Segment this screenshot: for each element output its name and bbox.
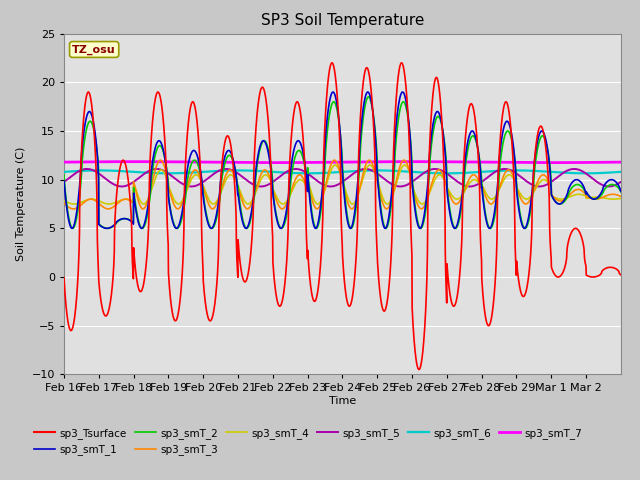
sp3_smT_1 — [116, 217, 124, 223]
sp3_smT_1 — [236, 205, 244, 211]
sp3_smT_5 — [609, 183, 617, 189]
X-axis label: Time: Time — [329, 396, 356, 406]
sp3_smT_3 — [400, 157, 408, 163]
Y-axis label: Soil Temperature (C): Soil Temperature (C) — [16, 147, 26, 261]
sp3_Tsurface — [397, 60, 405, 66]
sp3_smT_4 — [236, 188, 244, 194]
sp3_smT_4 — [70, 201, 78, 207]
Line: sp3_smT_5: sp3_smT_5 — [64, 169, 621, 186]
sp3_smT_3 — [70, 206, 77, 212]
sp3_smT_6 — [116, 168, 124, 174]
sp3_smT_7 — [609, 159, 617, 165]
sp3_smT_5 — [116, 183, 124, 189]
sp3_smT_4 — [542, 178, 550, 183]
sp3_smT_1 — [329, 89, 337, 95]
sp3_Tsurface — [415, 367, 423, 372]
sp3_smT_1 — [542, 137, 550, 143]
sp3_smT_5 — [60, 179, 68, 185]
sp3_Tsurface — [617, 272, 625, 278]
sp3_smT_6 — [542, 168, 550, 174]
sp3_smT_1 — [609, 177, 617, 183]
sp3_smT_2 — [236, 201, 244, 206]
sp3_smT_2 — [69, 226, 77, 231]
sp3_smT_4 — [609, 196, 617, 202]
sp3_Tsurface — [511, 194, 518, 200]
sp3_smT_6 — [510, 168, 518, 173]
sp3_smT_5 — [236, 172, 244, 178]
sp3_smT_5 — [376, 172, 383, 178]
Line: sp3_smT_6: sp3_smT_6 — [64, 170, 621, 173]
sp3_smT_1 — [376, 204, 384, 210]
Line: sp3_smT_4: sp3_smT_4 — [64, 165, 621, 204]
sp3_smT_2 — [609, 182, 617, 188]
sp3_smT_2 — [542, 139, 550, 144]
sp3_smT_1 — [511, 153, 518, 158]
sp3_smT_4 — [116, 198, 124, 204]
sp3_smT_1 — [617, 188, 625, 194]
sp3_smT_2 — [511, 154, 518, 159]
sp3_Tsurface — [542, 145, 550, 151]
sp3_smT_3 — [376, 191, 384, 196]
sp3_smT_5 — [541, 182, 549, 188]
sp3_Tsurface — [60, 275, 68, 280]
sp3_smT_7 — [236, 160, 244, 166]
Line: sp3_smT_1: sp3_smT_1 — [64, 92, 621, 228]
sp3_smT_7 — [617, 159, 625, 165]
Line: sp3_smT_7: sp3_smT_7 — [64, 162, 621, 163]
sp3_smT_6 — [609, 169, 617, 175]
sp3_smT_5 — [617, 179, 625, 185]
sp3_smT_1 — [60, 178, 68, 184]
sp3_smT_3 — [511, 176, 518, 182]
Line: sp3_smT_3: sp3_smT_3 — [64, 160, 621, 209]
sp3_smT_6 — [236, 168, 244, 173]
sp3_smT_7 — [130, 159, 138, 165]
Line: sp3_Tsurface: sp3_Tsurface — [64, 63, 621, 370]
sp3_smT_7 — [510, 159, 518, 165]
sp3_smT_2 — [376, 200, 384, 205]
sp3_smT_6 — [95, 168, 102, 173]
sp3_Tsurface — [376, 288, 383, 294]
sp3_smT_2 — [365, 94, 372, 100]
sp3_smT_4 — [60, 198, 68, 204]
sp3_smT_7 — [376, 159, 384, 165]
sp3_smT_5 — [510, 169, 518, 175]
sp3_smT_3 — [116, 199, 124, 204]
sp3_smT_7 — [542, 160, 550, 166]
sp3_smT_6 — [376, 168, 384, 173]
sp3_smT_7 — [60, 159, 68, 165]
sp3_smT_4 — [401, 162, 408, 168]
sp3_smT_5 — [605, 183, 612, 189]
sp3_smT_4 — [376, 187, 384, 192]
sp3_smT_3 — [617, 193, 625, 199]
sp3_smT_6 — [617, 169, 625, 175]
sp3_smT_2 — [617, 189, 625, 195]
Legend: sp3_Tsurface, sp3_smT_1, sp3_smT_2, sp3_smT_3, sp3_smT_4, sp3_smT_5, sp3_smT_6, : sp3_Tsurface, sp3_smT_1, sp3_smT_2, sp3_… — [30, 424, 586, 459]
sp3_smT_4 — [617, 195, 625, 201]
sp3_smT_3 — [542, 174, 550, 180]
sp3_smT_2 — [116, 217, 124, 223]
sp3_smT_1 — [103, 226, 111, 231]
sp3_smT_7 — [547, 160, 555, 166]
sp3_smT_3 — [609, 192, 617, 197]
Text: TZ_osu: TZ_osu — [72, 44, 116, 55]
sp3_smT_5 — [570, 166, 578, 172]
sp3_smT_4 — [511, 177, 518, 183]
sp3_Tsurface — [609, 265, 617, 271]
sp3_smT_6 — [60, 169, 68, 175]
sp3_Tsurface — [236, 256, 244, 262]
sp3_smT_3 — [60, 201, 68, 206]
Title: SP3 Soil Temperature: SP3 Soil Temperature — [260, 13, 424, 28]
sp3_smT_3 — [236, 191, 244, 197]
sp3_smT_7 — [116, 159, 124, 165]
sp3_smT_2 — [60, 172, 68, 178]
sp3_smT_6 — [582, 170, 590, 176]
sp3_Tsurface — [116, 167, 124, 173]
Line: sp3_smT_2: sp3_smT_2 — [64, 97, 621, 228]
